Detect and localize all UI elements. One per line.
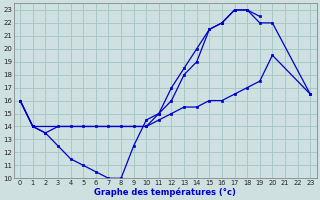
X-axis label: Graphe des températures (°c): Graphe des températures (°c): [94, 187, 236, 197]
